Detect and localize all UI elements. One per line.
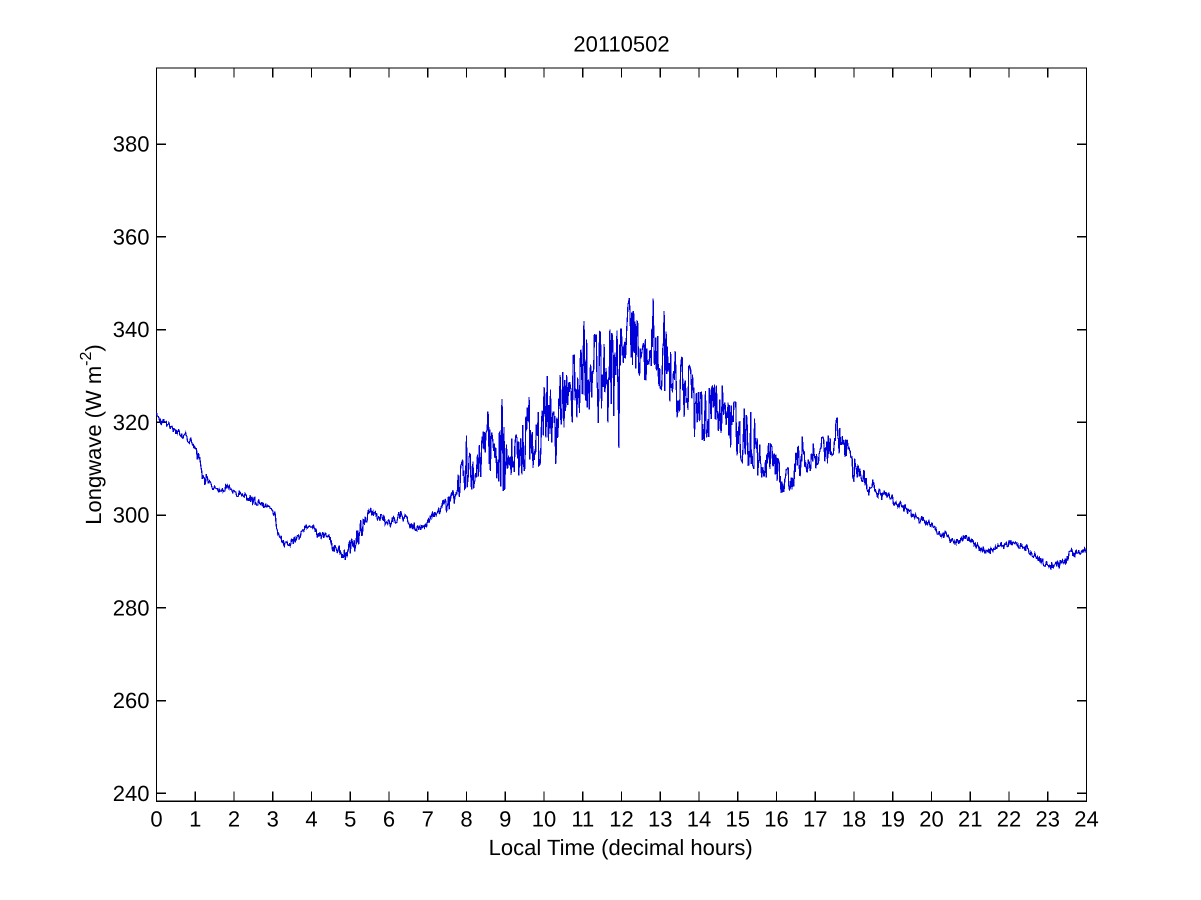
svg-text:380: 380: [113, 132, 150, 157]
svg-text:340: 340: [113, 317, 150, 342]
svg-text:24: 24: [1074, 807, 1098, 832]
svg-text:240: 240: [113, 781, 150, 806]
svg-text:7: 7: [422, 807, 434, 832]
svg-text:3: 3: [267, 807, 279, 832]
svg-text:20110502: 20110502: [573, 32, 669, 57]
svg-text:18: 18: [842, 807, 866, 832]
svg-text:5: 5: [344, 807, 356, 832]
svg-text:Longwave (W m-2): Longwave (W m-2): [78, 344, 106, 525]
svg-text:360: 360: [113, 224, 150, 249]
svg-text:8: 8: [460, 807, 472, 832]
svg-text:260: 260: [113, 688, 150, 713]
svg-text:16: 16: [764, 807, 788, 832]
svg-text:13: 13: [648, 807, 672, 832]
svg-text:280: 280: [113, 595, 150, 620]
svg-text:12: 12: [609, 807, 633, 832]
svg-text:6: 6: [383, 807, 395, 832]
svg-text:23: 23: [1036, 807, 1060, 832]
svg-text:1: 1: [189, 807, 201, 832]
svg-text:19: 19: [881, 807, 905, 832]
svg-text:14: 14: [687, 807, 711, 832]
svg-text:15: 15: [726, 807, 750, 832]
svg-text:320: 320: [113, 410, 150, 435]
svg-text:11: 11: [571, 807, 594, 832]
svg-text:10: 10: [532, 807, 556, 832]
svg-text:9: 9: [499, 807, 511, 832]
svg-text:20: 20: [919, 807, 943, 832]
svg-text:0: 0: [150, 807, 162, 832]
svg-text:21: 21: [958, 807, 982, 832]
svg-text:Local Time (decimal hours): Local Time (decimal hours): [489, 835, 753, 860]
svg-text:22: 22: [997, 807, 1021, 832]
svg-text:300: 300: [113, 503, 150, 528]
svg-text:2: 2: [228, 807, 240, 832]
svg-text:4: 4: [305, 807, 317, 832]
svg-text:17: 17: [803, 807, 827, 832]
